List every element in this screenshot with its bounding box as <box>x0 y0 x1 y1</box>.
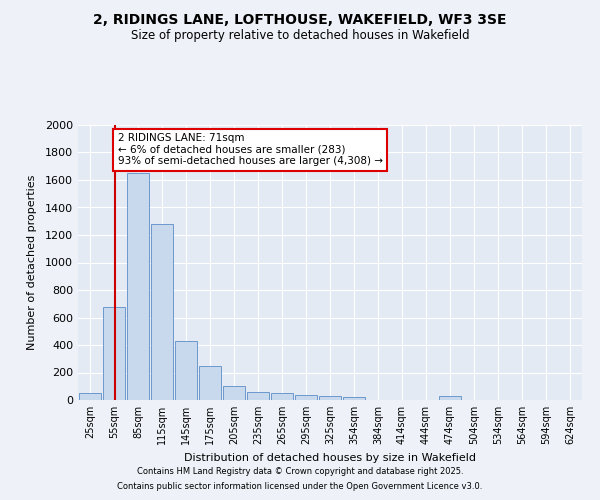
X-axis label: Distribution of detached houses by size in Wakefield: Distribution of detached houses by size … <box>184 452 476 462</box>
Bar <box>79 393 101 400</box>
Bar <box>247 392 269 400</box>
Text: Contains HM Land Registry data © Crown copyright and database right 2025.: Contains HM Land Registry data © Crown c… <box>137 467 463 476</box>
Text: 2, RIDINGS LANE, LOFTHOUSE, WAKEFIELD, WF3 3SE: 2, RIDINGS LANE, LOFTHOUSE, WAKEFIELD, W… <box>93 12 507 26</box>
Text: Size of property relative to detached houses in Wakefield: Size of property relative to detached ho… <box>131 29 469 42</box>
Bar <box>199 366 221 400</box>
Bar <box>343 397 365 400</box>
Bar <box>127 173 149 400</box>
Text: Contains public sector information licensed under the Open Government Licence v3: Contains public sector information licen… <box>118 482 482 491</box>
Bar <box>151 224 173 400</box>
Bar <box>103 306 125 400</box>
Text: 2 RIDINGS LANE: 71sqm
← 6% of detached houses are smaller (283)
93% of semi-deta: 2 RIDINGS LANE: 71sqm ← 6% of detached h… <box>118 133 383 166</box>
Bar <box>439 396 461 400</box>
Y-axis label: Number of detached properties: Number of detached properties <box>26 175 37 350</box>
Bar <box>319 396 341 400</box>
Bar <box>175 341 197 400</box>
Bar <box>271 393 293 400</box>
Bar <box>295 394 317 400</box>
Bar <box>223 386 245 400</box>
